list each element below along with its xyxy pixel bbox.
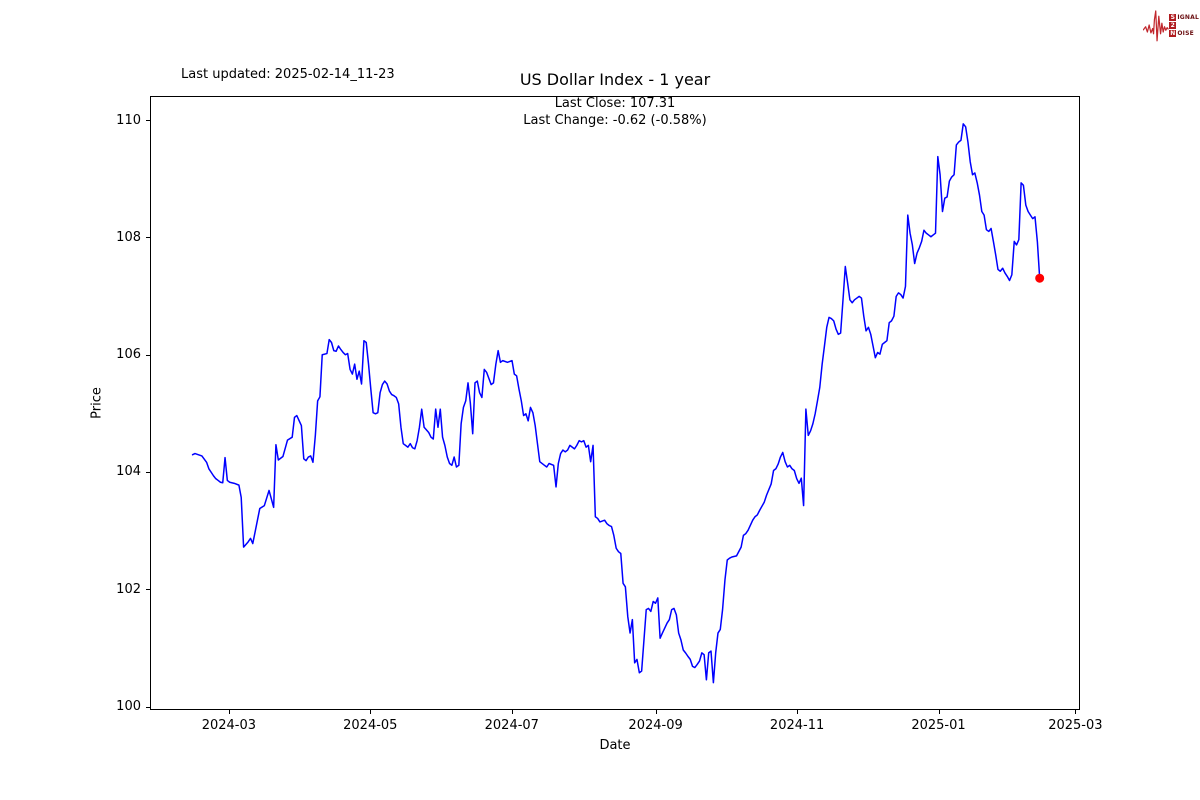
- y-tick-mark: [146, 589, 150, 591]
- logo-box-n: N: [1169, 29, 1177, 37]
- y-tick-mark: [146, 120, 150, 121]
- y-tick-label: 108: [116, 229, 141, 245]
- x-tick-mark: [370, 710, 372, 714]
- x-tick-label: 2024-09: [628, 718, 683, 733]
- x-tick-mark: [1075, 710, 1077, 714]
- logo-text: S IGNAL 2 N OISE: [1169, 13, 1199, 37]
- price-line: [191, 123, 1041, 684]
- logo-row-2: 2: [1169, 21, 1199, 29]
- x-tick-label: 2025-01: [911, 718, 966, 733]
- y-tick-label: 100: [116, 699, 141, 714]
- y-tick-mark: [146, 471, 150, 473]
- y-tick-label: 102: [116, 581, 141, 597]
- last-close-text: Last Close: 107.31: [554, 96, 676, 111]
- logo-row-noise: N OISE: [1169, 29, 1194, 37]
- x-tick-mark: [511, 710, 513, 714]
- y-axis: 100 102 104 106 108 110: [0, 96, 150, 714]
- last-point-marker: [1035, 273, 1045, 283]
- y-axis-label: Price: [89, 387, 105, 419]
- x-tick-mark: [797, 710, 799, 714]
- logo-box-2: 2: [1169, 21, 1177, 29]
- x-axis: 2024-03 2024-05 2024-07 2024-09 2024-11 2025-…: [150, 710, 1103, 760]
- last-change-text: Last Change: -0.62 (-0.58%): [523, 113, 707, 128]
- last-updated-text: Last updated: 2025-02-14_11-23: [181, 67, 395, 82]
- x-axis-label: Date: [599, 738, 631, 753]
- x-tick-mark: [938, 710, 940, 714]
- x-tick-mark: [655, 710, 657, 714]
- y-tick-label: 110: [116, 112, 141, 128]
- logo-row-signal: S IGNAL: [1169, 13, 1199, 21]
- chart-title: US Dollar Index - 1 year: [519, 70, 711, 89]
- chart-subtitle: Last Close: 107.31 Last Change: -0.62 (-…: [150, 95, 1080, 129]
- x-tick-label: 2024-05: [343, 718, 398, 733]
- y-tick-label: 104: [116, 464, 141, 480]
- x-tick-label: 2024-11: [769, 718, 825, 733]
- y-tick-mark: [146, 706, 150, 708]
- x-tick-label: 2024-03: [201, 718, 257, 733]
- y-tick-label: 106: [116, 347, 141, 363]
- plot-area: [150, 96, 1080, 710]
- x-tick-label: 2024-07: [484, 718, 539, 733]
- waveform-icon: [1143, 10, 1169, 42]
- x-tick-mark: [228, 710, 230, 714]
- price-chart: [191, 123, 1045, 684]
- logo-box-s: S: [1169, 13, 1177, 21]
- signal2noise-logo: S IGNAL 2 N OISE: [1143, 4, 1199, 46]
- y-tick-mark: [146, 237, 150, 239]
- x-tick-label: 2025-03: [1048, 718, 1103, 733]
- y-tick-mark: [146, 354, 150, 356]
